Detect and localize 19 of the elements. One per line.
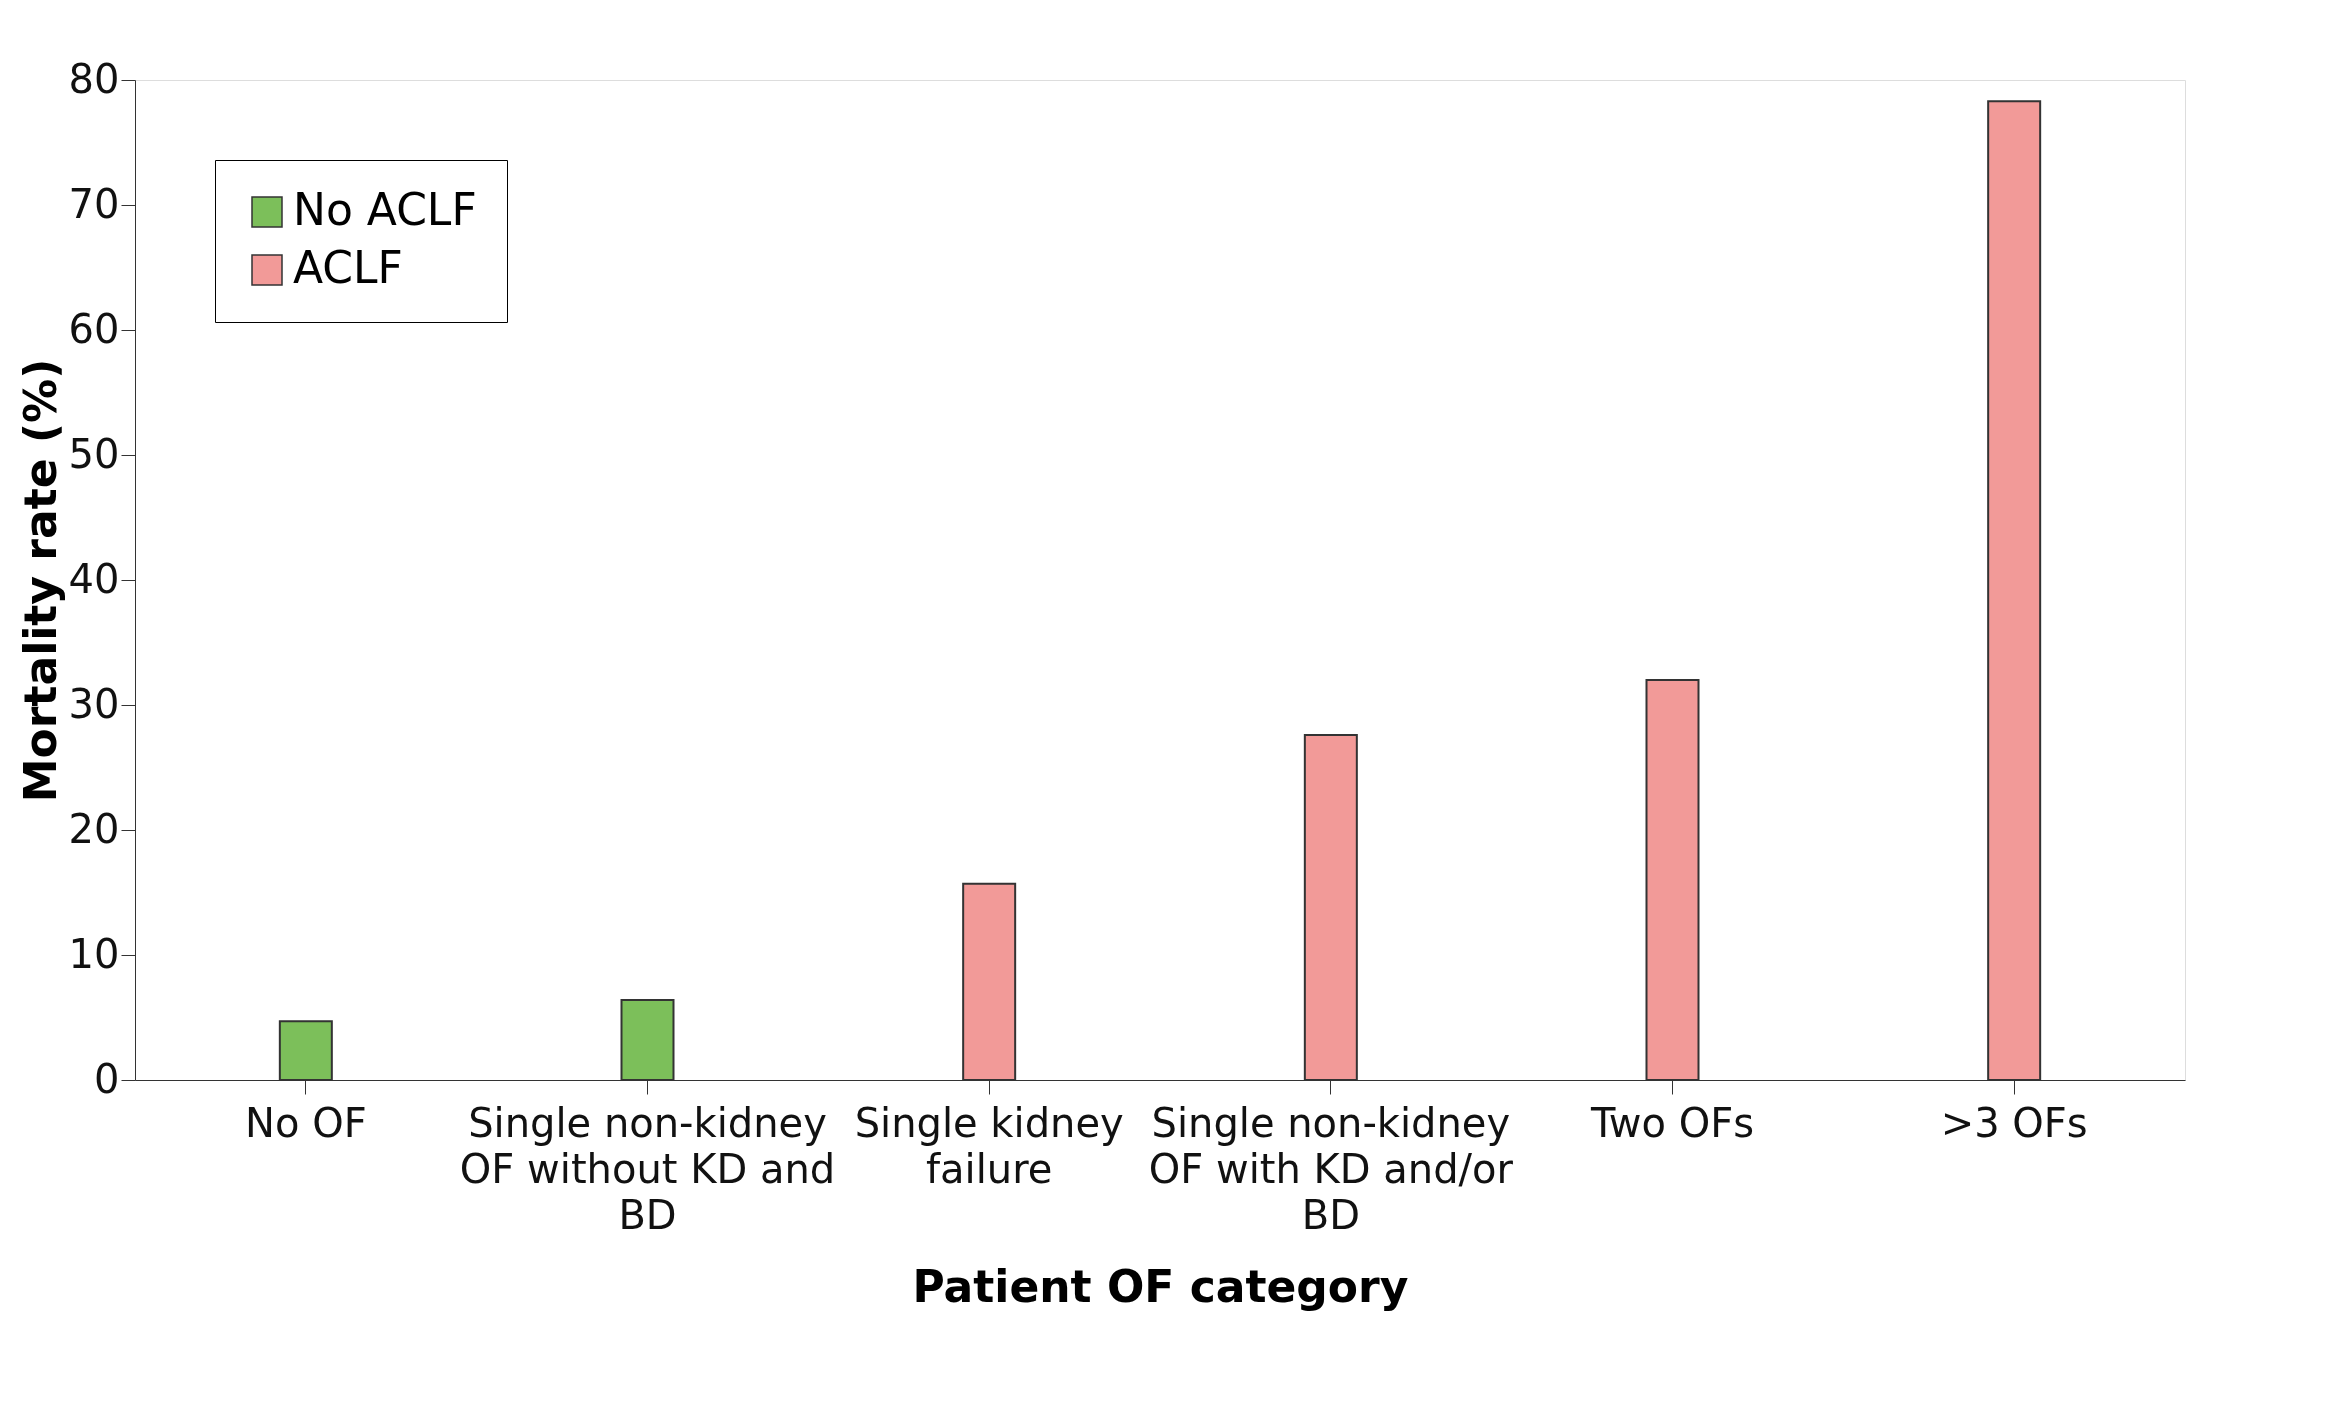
x-tick-label: Single non-kidney OF without KD and BD xyxy=(459,1099,836,1238)
y-axis-title: Mortality rate (%) xyxy=(14,358,66,803)
y-tick-label: 30 xyxy=(68,680,120,727)
y-tick-label: 80 xyxy=(68,55,120,102)
y-tick-label: 60 xyxy=(68,305,120,352)
x-tick-label: >3 OFs xyxy=(1940,1099,2088,1146)
y-tick-label: 0 xyxy=(94,1055,120,1102)
x-tick-label: Single kidney failure xyxy=(854,1099,1124,1192)
x-tick-label: No OF xyxy=(245,1099,367,1146)
y-tick-label: 20 xyxy=(68,805,120,852)
y-tick-label: 40 xyxy=(68,555,120,602)
x-tick-label: Two OFs xyxy=(1589,1099,1755,1146)
legend-label: No ACLF xyxy=(293,184,477,235)
legend-label: ACLF xyxy=(293,242,403,293)
x-tick-label: Single non-kidney OF with KD and/or BD xyxy=(1148,1099,1514,1238)
y-tick-label: 10 xyxy=(68,930,120,977)
y-tick-label: 70 xyxy=(68,180,120,227)
x-axis-title: Patient OF category xyxy=(912,1260,1409,1312)
y-tick-label: 50 xyxy=(68,430,120,477)
